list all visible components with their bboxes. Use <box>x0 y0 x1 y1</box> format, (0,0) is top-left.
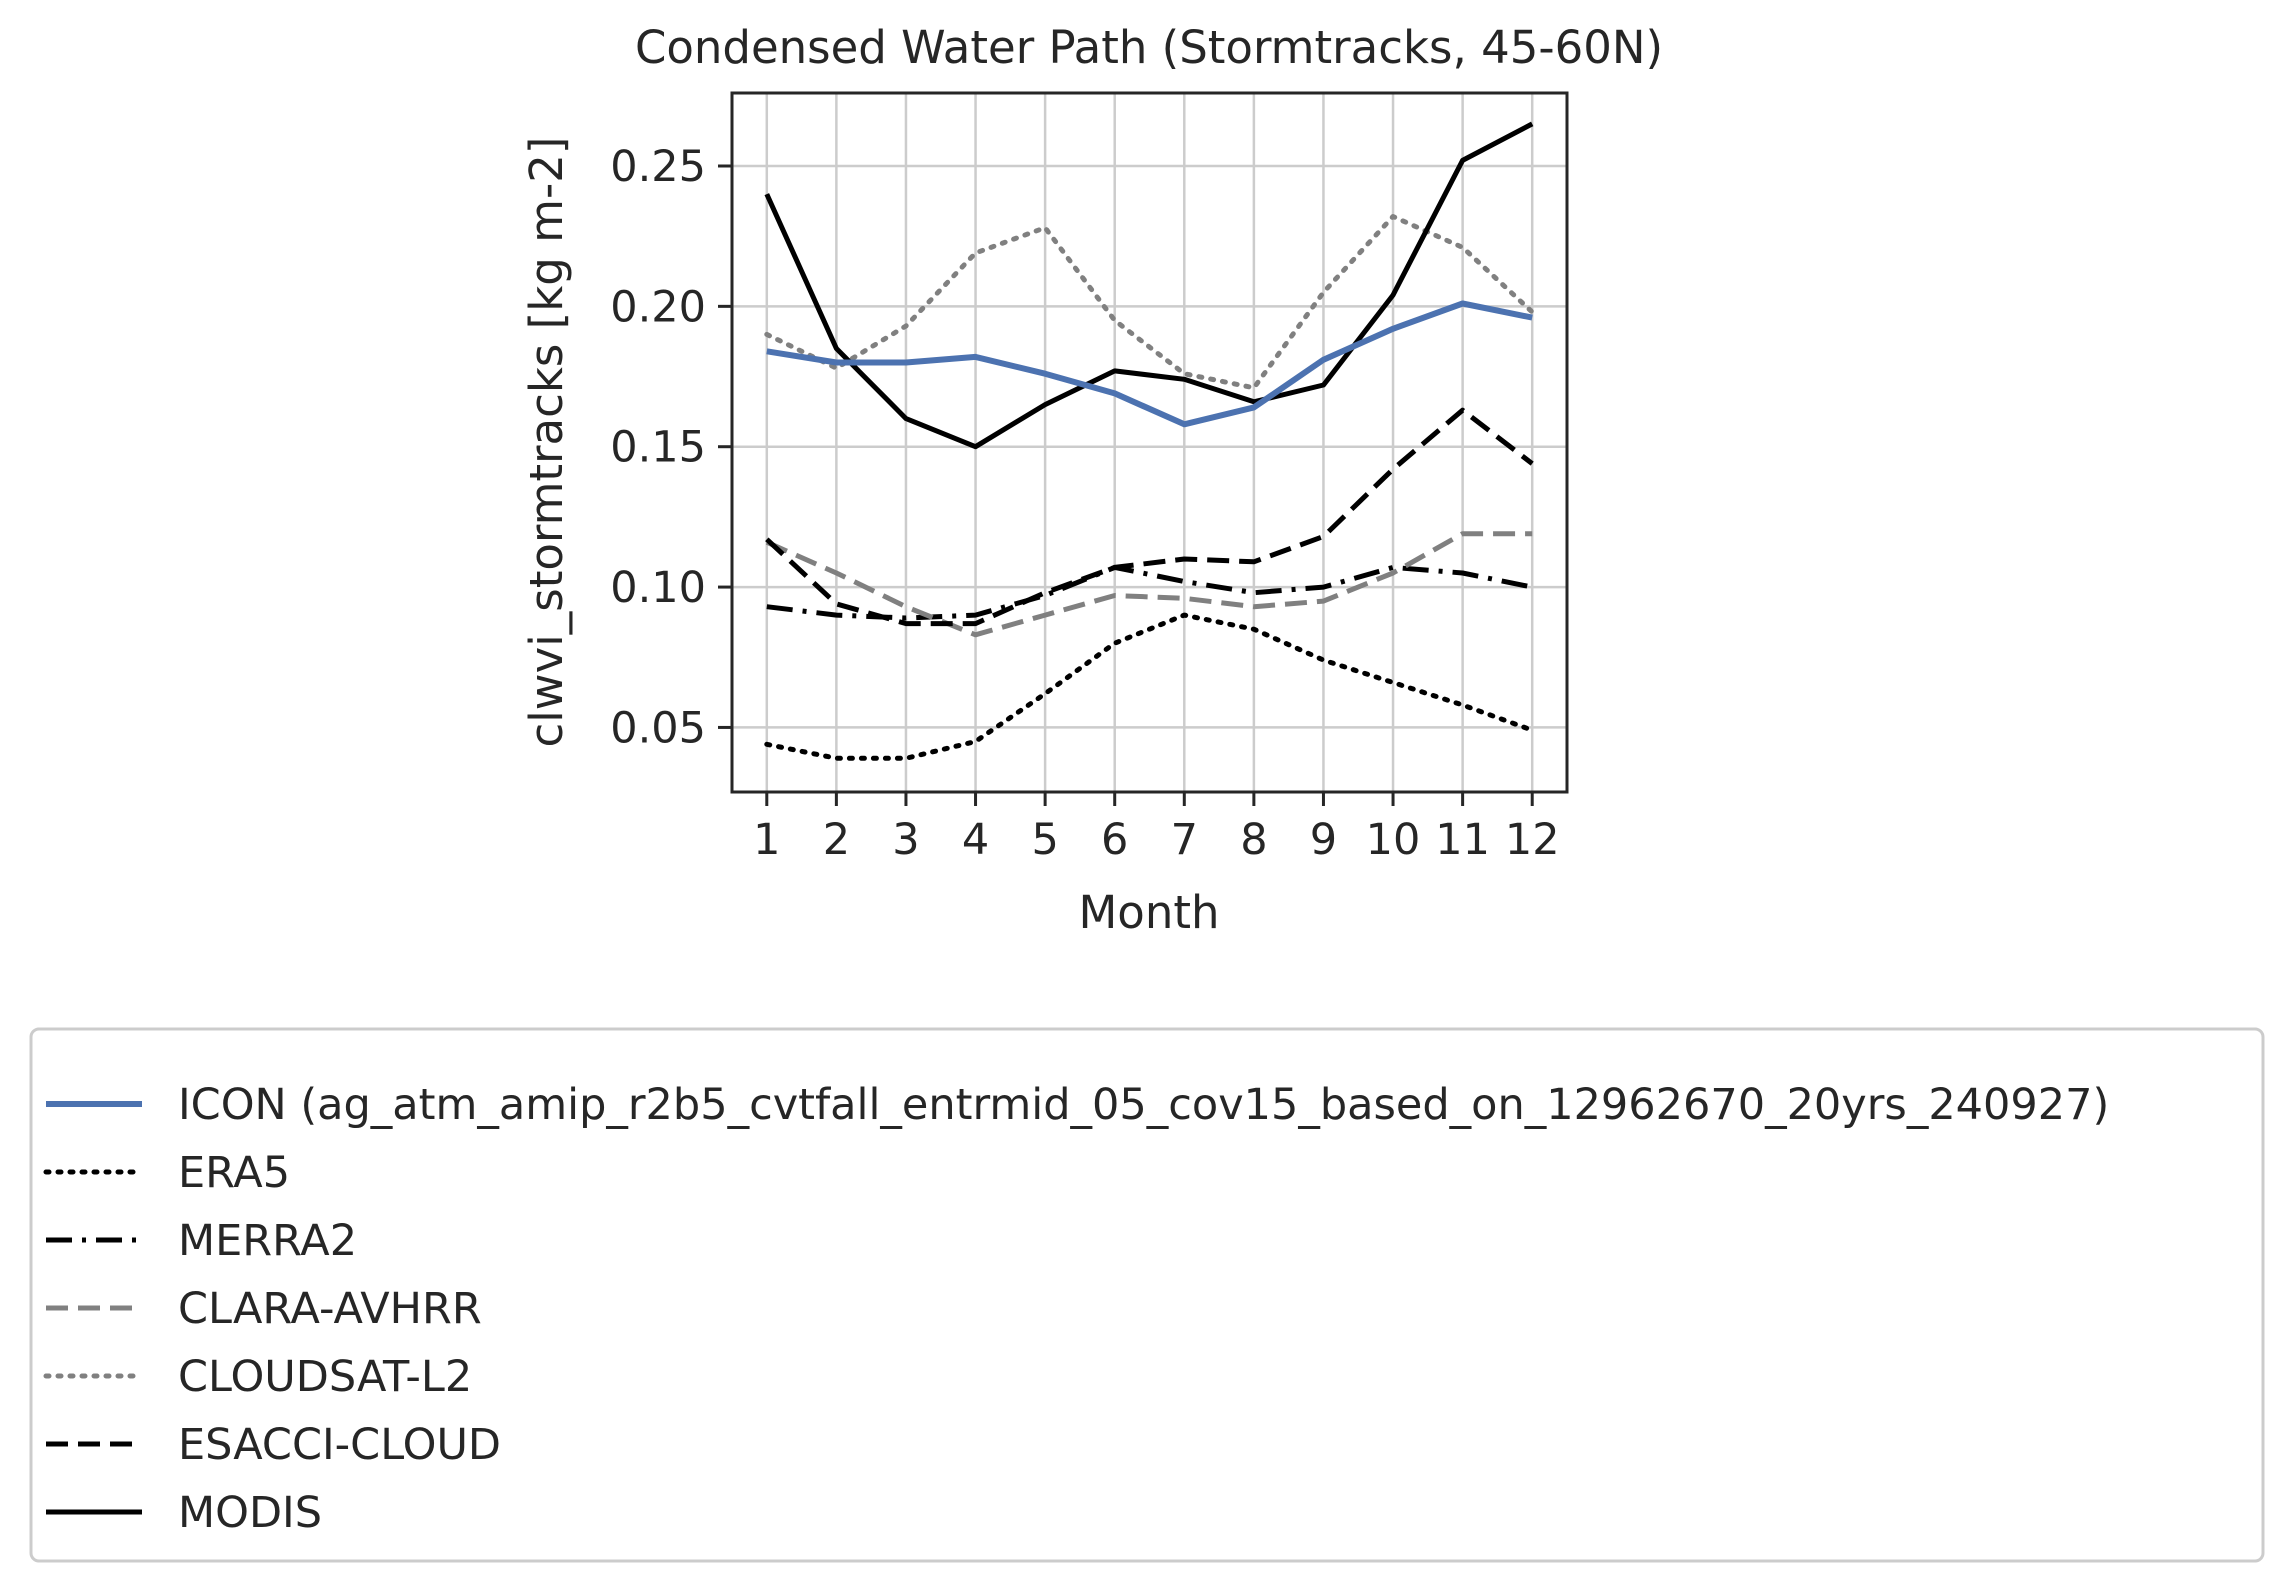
y-tick-label: 0.25 <box>610 142 706 192</box>
series-line-era5 <box>764 612 1535 761</box>
legend-label: ERA5 <box>178 1148 290 1198</box>
x-axis-label: Month <box>1078 886 1219 939</box>
series-line-icon <box>766 300 1533 428</box>
y-tick-label: 0.10 <box>610 563 706 613</box>
x-tick-label: 1 <box>753 815 780 865</box>
legend-label: ESACCI-CLOUD <box>178 1420 501 1470</box>
x-tick-label: 4 <box>962 815 989 865</box>
series-line-esacci-cloud <box>765 407 1534 627</box>
x-tick-label: 5 <box>1031 815 1058 865</box>
chart-title: Condensed Water Path (Stormtracks, 45-60… <box>635 21 1663 74</box>
x-tick-label: 3 <box>892 815 919 865</box>
x-tick-label: 7 <box>1171 815 1198 865</box>
y-tick-label: 0.15 <box>610 423 706 473</box>
plot-area-frame <box>730 91 1569 794</box>
legend-label: CLARA-AVHRR <box>178 1284 482 1334</box>
legend-label: ICON (ag_atm_amip_r2b5_cvtfall_entrmid_0… <box>178 1080 2109 1130</box>
series-line-merra2 <box>766 564 1533 621</box>
x-tick-label: 2 <box>823 815 850 865</box>
legend-label: MERRA2 <box>178 1216 357 1266</box>
legend-label: CLOUDSAT-L2 <box>178 1352 472 1402</box>
legend: ICON (ag_atm_amip_r2b5_cvtfall_entrmid_0… <box>29 1027 2265 1563</box>
y-tick-label: 0.05 <box>610 703 706 753</box>
series-line-cloudsat-l2 <box>764 214 1535 391</box>
y-tick-label: 0.20 <box>610 282 706 332</box>
legend-label: MODIS <box>178 1488 322 1538</box>
x-tick-label: 8 <box>1240 815 1267 865</box>
x-tick-label: 10 <box>1366 815 1421 865</box>
x-tick-label: 12 <box>1505 815 1560 865</box>
grid-layer <box>732 93 1567 792</box>
x-tick-label: 9 <box>1310 815 1337 865</box>
x-tick-label: 11 <box>1435 815 1490 865</box>
series-layer <box>764 121 1535 761</box>
y-axis-label: clwvi_stormtracks [kg m-2] <box>520 137 573 748</box>
x-tick-label: 6 <box>1101 815 1128 865</box>
series-line-clara-avhrr <box>765 531 1533 638</box>
series-line-modis <box>764 121 1534 450</box>
legend-frame <box>29 1027 2265 1563</box>
ticks-layer: 1 2 3 4 5 6 7 8 9 10 11 120.050.100.150.200.25 <box>610 142 1559 865</box>
